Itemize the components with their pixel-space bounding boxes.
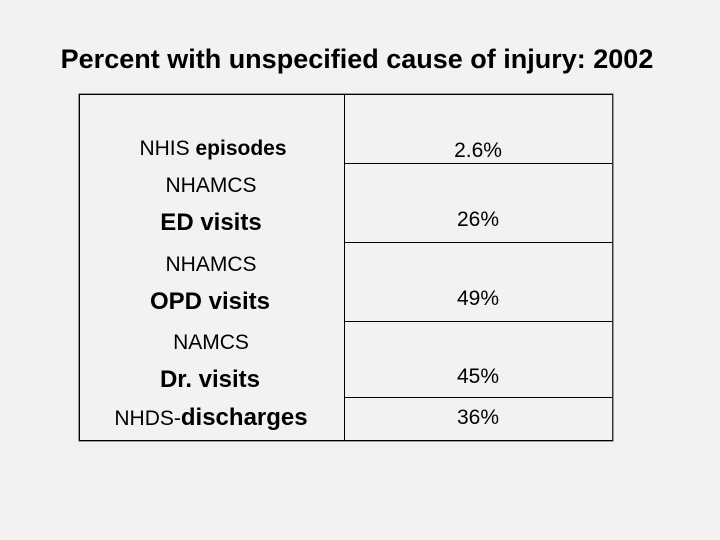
row-source: NHAMCS <box>165 253 257 276</box>
row-source: NHIS <box>139 137 190 160</box>
row-measure: discharges <box>180 404 308 431</box>
row-source: NHAMCS <box>165 174 257 197</box>
row-divider <box>344 397 612 398</box>
row-measure: OPD visits <box>149 288 271 315</box>
row-measure: Dr. visits <box>159 366 261 393</box>
row-value: 26% <box>456 208 500 231</box>
row-measure: ED visits <box>160 209 262 236</box>
row-value: 49% <box>456 287 500 310</box>
row-label-nhds: NHDS-discharges <box>114 406 307 430</box>
row-divider <box>344 321 612 322</box>
row-divider <box>344 242 612 243</box>
row-divider <box>344 163 612 164</box>
data-table: NHIS episodes 2.6% NHAMCS ED visits 26% … <box>79 94 613 441</box>
row-measure: episodes <box>195 137 287 160</box>
slide-title: Percent with unspecified cause of injury… <box>60 44 654 74</box>
column-divider <box>344 95 345 440</box>
row-value: 2.6% <box>454 139 502 162</box>
row-label-nhis: NHIS episodes <box>139 138 286 159</box>
row-source: NAMCS <box>173 331 249 354</box>
row-value: 36% <box>456 406 500 429</box>
row-source: NHDS- <box>114 407 181 430</box>
row-value: 45% <box>456 365 500 388</box>
